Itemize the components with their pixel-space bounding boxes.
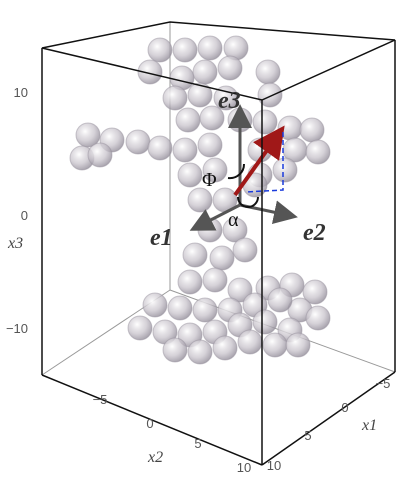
sphere — [148, 136, 172, 160]
sphere — [218, 56, 242, 80]
sphere — [163, 86, 187, 110]
sphere — [273, 158, 297, 182]
sphere — [306, 140, 330, 164]
x1-label: x1 — [361, 417, 377, 434]
sphere — [143, 293, 167, 317]
x3-label: x3 — [7, 235, 23, 252]
x1-tick: 0 — [341, 400, 348, 415]
sphere — [168, 296, 192, 320]
sphere — [193, 298, 217, 322]
sphere — [126, 130, 150, 154]
sphere — [238, 330, 262, 354]
sphere — [198, 36, 222, 60]
sphere — [210, 246, 234, 270]
sphere — [128, 316, 152, 340]
sphere — [213, 336, 237, 360]
sphere — [188, 340, 212, 364]
sphere — [88, 143, 112, 167]
x3-tick: −10 — [6, 321, 28, 336]
phi-label: Φ — [202, 169, 217, 191]
sphere — [193, 60, 217, 84]
x1-tick: 10 — [267, 458, 281, 473]
sphere — [173, 38, 197, 62]
sphere — [188, 188, 212, 212]
sphere — [233, 238, 257, 262]
alpha-label: α — [228, 209, 239, 231]
x1-tick: −5 — [376, 376, 391, 391]
x3-tick: 10 — [14, 85, 28, 100]
sphere — [268, 288, 292, 312]
x3-tick: 0 — [21, 208, 28, 223]
sphere — [253, 310, 277, 334]
sphere — [203, 268, 227, 292]
x2-tick: 10 — [237, 460, 251, 475]
sphere — [278, 116, 302, 140]
e2-label: e2 — [303, 220, 326, 246]
x1-tick: 5 — [304, 428, 311, 443]
e1-label: e1 — [150, 225, 173, 251]
sphere — [263, 333, 287, 357]
x2-tick: −5 — [93, 392, 108, 407]
sphere — [163, 338, 187, 362]
sphere — [286, 333, 310, 357]
sphere — [198, 133, 222, 157]
e3-label: e3 — [218, 88, 241, 114]
sphere — [183, 243, 207, 267]
figure: 10 0 −10 x3 −5 0 5 10 x2 −5 0 5 10 x1 e3… — [0, 0, 409, 483]
sphere — [178, 163, 202, 187]
sphere — [148, 38, 172, 62]
x2-tick: 5 — [194, 436, 201, 451]
sphere — [256, 60, 280, 84]
sphere — [306, 306, 330, 330]
sphere — [300, 118, 324, 142]
x2-label: x2 — [147, 449, 163, 466]
x2-tick: 0 — [146, 416, 153, 431]
sphere — [178, 270, 202, 294]
sphere — [173, 138, 197, 162]
sphere — [253, 110, 277, 134]
sphere — [176, 108, 200, 132]
